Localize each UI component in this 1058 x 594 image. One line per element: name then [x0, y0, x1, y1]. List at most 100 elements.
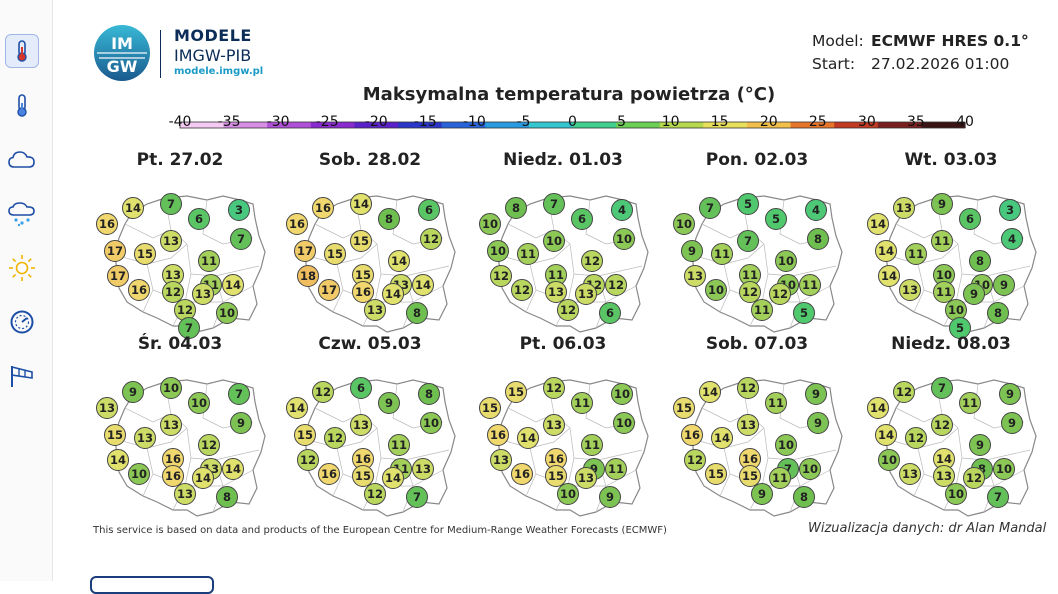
temperature-bubble: 16	[96, 213, 118, 235]
temperature-bubble: 10	[557, 483, 579, 505]
temperature-bubble: 10	[945, 299, 967, 321]
temperature-bubble: 14	[192, 467, 214, 489]
sidebar-item-max-temp[interactable]	[5, 34, 39, 68]
temperature-bubble: 13	[134, 427, 156, 449]
logo-org: IMGW-PIB	[174, 46, 252, 65]
temperature-bubble: 6	[188, 208, 210, 230]
sidebar-item-sun[interactable]	[4, 250, 40, 286]
temperature-bubble: 10	[613, 412, 635, 434]
temperature-bubble: 15	[545, 465, 567, 487]
temperature-bubble: 10	[993, 458, 1015, 480]
temperature-bubble: 12	[324, 427, 346, 449]
gauge-icon	[10, 310, 34, 334]
logo-url[interactable]: modele.imgw.pl	[174, 66, 264, 77]
temperature-bubble: 10	[775, 250, 797, 272]
temperature-bubble: 9	[230, 412, 252, 434]
temperature-bubble: 12	[511, 279, 533, 301]
temperature-bubble: 14	[388, 250, 410, 272]
temperature-bubble: 16	[286, 213, 308, 235]
scale-segment	[398, 122, 443, 128]
temperature-bubble: 12	[581, 250, 603, 272]
poland-temperature-map[interactable]: 13 9 3 14 6 4 11 14 11 8 10 14 10 13 11 9 9 10 8 5	[866, 178, 1056, 339]
temperature-bubble: 14	[412, 274, 434, 296]
temperature-bubble: 3	[228, 199, 250, 221]
poland-temperature-map[interactable]: 12 6 8 14 9 10 13 15 12 11 16 12 11 16 15 13 14 12 7	[285, 362, 475, 522]
temperature-bubble: 11	[581, 434, 603, 456]
svg-text:GW: GW	[107, 57, 138, 76]
scale-segment	[877, 122, 922, 128]
sidebar-item-wind[interactable]	[4, 358, 40, 394]
temperature-bubble: 7	[931, 377, 953, 399]
logo-name: MODELE	[174, 26, 252, 45]
temperature-bubble: 7	[543, 193, 565, 215]
temperature-bubble: 11	[739, 264, 761, 286]
scale-segment	[267, 122, 312, 128]
temperature-bubble: 17	[318, 279, 340, 301]
day-label: Pt. 27.02	[136, 150, 224, 170]
bottom-button[interactable]	[90, 576, 214, 594]
temperature-bubble: 16	[318, 463, 340, 485]
sidebar-item-pressure[interactable]	[4, 304, 40, 340]
temperature-bubble: 13	[162, 264, 184, 286]
sidebar-item-temp[interactable]	[4, 88, 40, 124]
cloud-icon	[8, 151, 35, 168]
temperature-bubble: 10	[933, 264, 955, 286]
temperature-bubble: 13	[543, 414, 565, 436]
temperature-bubble: 12	[557, 299, 579, 321]
temperature-bubble: 12	[312, 381, 334, 403]
day-label: Sob. 28.02	[318, 150, 422, 170]
poland-temperature-map[interactable]: 14 12 9 15 11 9 13 16 14 10 16 12 7 15 15 10 11 9 8	[672, 362, 862, 522]
temperature-bubble: 17	[104, 240, 126, 262]
poland-temperature-map[interactable]: 16 14 6 16 8 12 15 17 15 14 15 18 13 17 16 14 14 13 8	[285, 178, 475, 338]
scale-tick-label: -40	[168, 114, 192, 130]
temperature-bubble: 11	[765, 392, 787, 414]
thermometer-icon	[17, 40, 27, 62]
poland-temperature-map[interactable]: 8 7 4 10 6 10 10 10 11 12 11 12 12 12 13 12 13 12 6	[478, 178, 668, 338]
temperature-bubble: 16	[487, 424, 509, 446]
scale-tick-label: 5	[617, 114, 627, 130]
poland-temperature-map[interactable]: 14 7 3 16 6 7 13 17 15 11 13 17 11 16 12 14 13 12 10 7	[95, 178, 285, 339]
temperature-bubble: 16	[162, 448, 184, 470]
temperature-bubble: 9	[807, 412, 829, 434]
temperature-bubble: 13	[174, 483, 196, 505]
scale-tick-label: 35	[907, 114, 925, 130]
sidebar-item-cloud[interactable]	[4, 142, 40, 178]
model-label: Model:	[812, 32, 864, 50]
temperature-bubble: 7	[737, 230, 759, 252]
temperature-bubble: 15	[505, 381, 527, 403]
scale-tick-label: -10	[462, 114, 486, 130]
temperature-bubble: 8	[216, 486, 238, 508]
poland-temperature-map[interactable]: 12 7 9 14 11 9 12 14 12 9 14 10 8 13 13 10 12 10 7	[866, 362, 1056, 522]
temperature-bubble: 9	[993, 274, 1015, 296]
temperature-bubble: 4	[611, 199, 633, 221]
temperature-bubble: 13	[933, 465, 955, 487]
temperature-bubble: 11	[571, 392, 593, 414]
poland-temperature-map[interactable]: 7 5 4 10 5 8 7 9 11 10 11 13 10 10 12 11 12 11 5	[672, 178, 862, 338]
temperature-bubble: 13	[490, 449, 512, 471]
temperature-bubble: 14	[122, 197, 144, 219]
temperature-bubble: 15	[104, 424, 126, 446]
temperature-bubble: 10	[543, 230, 565, 252]
poland-temperature-map[interactable]: 15 12 10 15 11 10 13 16 14 11 16 13 9 16 15 11 13 10 9	[478, 362, 668, 522]
temperature-bubble: 9	[378, 392, 400, 414]
temperature-bubble: 5	[949, 317, 971, 339]
temperature-bubble: 10	[216, 302, 238, 324]
chart-title: Maksymalna temperatura powietrza (°C)	[362, 84, 776, 105]
temperature-bubble: 14	[222, 458, 244, 480]
temperature-bubble: 14	[222, 274, 244, 296]
scale-segment	[223, 122, 268, 128]
temperature-bubble: 13	[899, 279, 921, 301]
temperature-bubble: 15	[352, 465, 374, 487]
temperature-bubble: 12	[905, 427, 927, 449]
temperature-bubble: 13	[192, 283, 214, 305]
temperature-bubble: 14	[382, 467, 404, 489]
sidebar-item-precip[interactable]	[4, 196, 40, 232]
poland-temperature-map[interactable]: 9 10 7 13 10 9 13 15 13 12 16 14 13 10 16 14 14 13 8	[95, 362, 285, 522]
scale-segment	[616, 122, 661, 128]
temperature-bubble: 13	[575, 467, 597, 489]
temperature-bubble: 14	[382, 283, 404, 305]
temperature-bubble: 16	[128, 279, 150, 301]
sidebar	[0, 0, 53, 581]
temperature-bubble: 16	[511, 463, 533, 485]
temperature-bubble: 4	[1001, 228, 1023, 250]
